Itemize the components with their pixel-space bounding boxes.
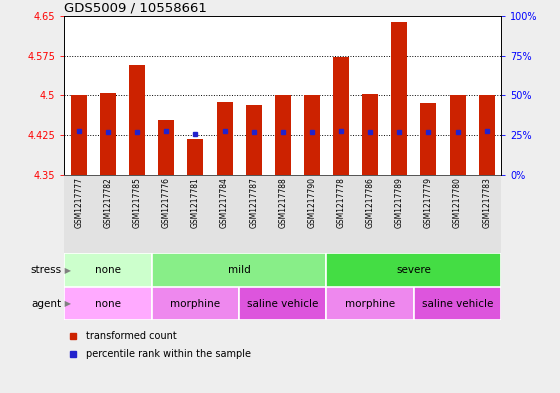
Text: GSM1217779: GSM1217779 bbox=[424, 177, 433, 228]
Bar bbox=[239, 287, 326, 320]
Bar bbox=[100, 93, 116, 175]
Bar bbox=[152, 287, 239, 320]
Text: GSM1217789: GSM1217789 bbox=[395, 177, 404, 228]
Text: GSM1217790: GSM1217790 bbox=[307, 177, 316, 228]
Text: saline vehicle: saline vehicle bbox=[247, 299, 319, 309]
Text: GSM1217778: GSM1217778 bbox=[337, 177, 346, 228]
Bar bbox=[362, 94, 378, 175]
Text: none: none bbox=[95, 265, 121, 275]
Bar bbox=[64, 253, 152, 287]
Text: ▶: ▶ bbox=[62, 266, 71, 275]
Text: GSM1217782: GSM1217782 bbox=[104, 177, 113, 228]
Bar bbox=[64, 175, 94, 253]
Text: GSM1217781: GSM1217781 bbox=[191, 177, 200, 228]
Text: GSM1217788: GSM1217788 bbox=[278, 177, 287, 228]
Bar bbox=[297, 175, 326, 253]
Text: GSM1217777: GSM1217777 bbox=[74, 177, 83, 228]
Bar bbox=[472, 175, 501, 253]
Bar bbox=[391, 22, 407, 175]
Text: saline vehicle: saline vehicle bbox=[422, 299, 493, 309]
Text: percentile rank within the sample: percentile rank within the sample bbox=[86, 349, 251, 359]
Bar bbox=[356, 175, 385, 253]
Bar bbox=[152, 253, 326, 287]
Bar bbox=[275, 95, 291, 175]
Text: GSM1217776: GSM1217776 bbox=[162, 177, 171, 228]
Bar bbox=[421, 103, 436, 175]
Text: agent: agent bbox=[31, 299, 62, 309]
Bar bbox=[304, 95, 320, 175]
Text: mild: mild bbox=[228, 265, 250, 275]
Bar bbox=[158, 120, 174, 175]
Bar bbox=[181, 175, 210, 253]
Text: GSM1217785: GSM1217785 bbox=[133, 177, 142, 228]
Bar bbox=[450, 95, 465, 175]
Text: GSM1217783: GSM1217783 bbox=[482, 177, 491, 228]
Bar bbox=[414, 175, 443, 253]
Bar bbox=[188, 139, 203, 175]
Text: GSM1217780: GSM1217780 bbox=[453, 177, 462, 228]
Bar bbox=[239, 175, 268, 253]
Text: ▶: ▶ bbox=[62, 299, 71, 308]
Bar bbox=[385, 175, 414, 253]
Text: GSM1217784: GSM1217784 bbox=[220, 177, 229, 228]
Bar bbox=[210, 175, 239, 253]
Bar bbox=[152, 175, 181, 253]
Bar bbox=[414, 287, 501, 320]
Text: stress: stress bbox=[30, 265, 62, 275]
Text: morphine: morphine bbox=[170, 299, 221, 309]
Bar bbox=[326, 175, 356, 253]
Text: transformed count: transformed count bbox=[86, 331, 177, 341]
Text: GDS5009 / 10558661: GDS5009 / 10558661 bbox=[64, 2, 207, 15]
Bar bbox=[326, 287, 414, 320]
Text: severe: severe bbox=[396, 265, 431, 275]
Bar bbox=[479, 95, 494, 175]
Text: morphine: morphine bbox=[345, 299, 395, 309]
Bar bbox=[129, 64, 145, 175]
Bar bbox=[71, 95, 87, 175]
Bar bbox=[94, 175, 123, 253]
Bar bbox=[123, 175, 152, 253]
Bar bbox=[268, 175, 297, 253]
Bar bbox=[217, 102, 232, 175]
Text: GSM1217786: GSM1217786 bbox=[366, 177, 375, 228]
Text: none: none bbox=[95, 299, 121, 309]
Text: GSM1217787: GSM1217787 bbox=[249, 177, 258, 228]
Bar bbox=[64, 287, 152, 320]
Bar bbox=[333, 57, 349, 175]
Bar bbox=[443, 175, 472, 253]
Bar bbox=[326, 253, 501, 287]
Bar bbox=[246, 105, 262, 175]
